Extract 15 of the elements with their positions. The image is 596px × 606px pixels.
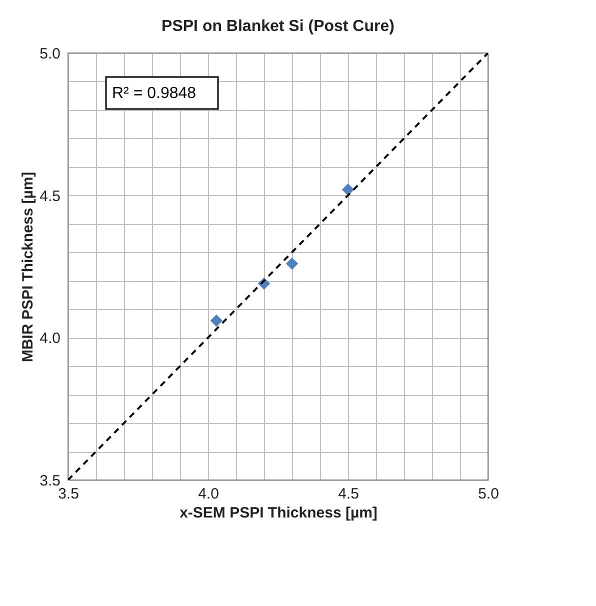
chart-title: PSPI on Blanket Si (Post Cure) xyxy=(162,18,394,35)
x-tick-label: 5.0 xyxy=(478,486,499,502)
point xyxy=(286,258,298,270)
x-tick-label: 4.0 xyxy=(198,486,219,502)
x-axis-title: x-SEM PSPI Thickness [µm] xyxy=(180,504,378,522)
y-axis-title: MBIR PSPI Thickness [µm] xyxy=(20,172,37,362)
x-tick-label: 3.5 xyxy=(58,486,79,502)
y-tick-label: 5.0 xyxy=(40,46,60,62)
y-tick-label: 4.0 xyxy=(40,330,60,348)
annotation: R² = 0.9848 xyxy=(112,85,196,102)
y-tick-label: 4.5 xyxy=(40,188,60,205)
point xyxy=(342,184,354,196)
y-tick-label: 3.5 xyxy=(40,472,60,490)
point xyxy=(210,314,223,327)
x-tick-label: 4.5 xyxy=(338,486,359,502)
